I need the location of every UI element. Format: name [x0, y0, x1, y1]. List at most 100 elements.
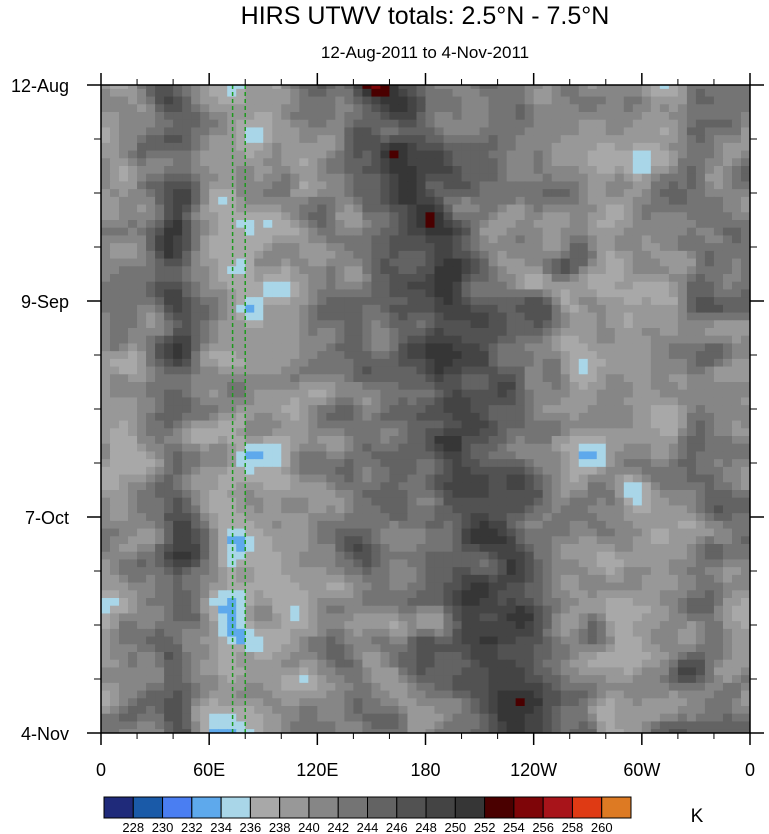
- field-cell: [668, 567, 679, 576]
- field-cell: [731, 436, 742, 445]
- field-cell: [650, 497, 661, 507]
- field-cell: [488, 220, 499, 229]
- field-cell: [146, 358, 156, 368]
- field-cell: [110, 497, 120, 507]
- field-cell: [326, 88, 336, 98]
- field-cell: [101, 536, 111, 545]
- field-cell: [569, 567, 580, 576]
- field-cell: [137, 135, 147, 144]
- field-cell: [623, 343, 634, 352]
- field-cell: [290, 343, 300, 352]
- field-cell: [344, 85, 354, 90]
- field-cell: [164, 412, 174, 422]
- field-cell: [362, 582, 373, 591]
- field-cell: [533, 605, 544, 615]
- field-cell: [524, 96, 535, 105]
- field-cell: [713, 374, 724, 383]
- field-cell: [209, 173, 219, 183]
- field-cell: [254, 173, 264, 183]
- field-cell: [479, 250, 490, 260]
- field-cell: [191, 297, 201, 306]
- field-cell: [164, 451, 174, 460]
- field-cell: [434, 335, 445, 345]
- field-cell: [362, 289, 373, 298]
- field-cell: [605, 281, 616, 291]
- field-cell: [740, 281, 750, 291]
- field-cell: [704, 235, 715, 244]
- field-cell: [353, 490, 363, 499]
- field-cell: [218, 505, 228, 514]
- field-cell: [209, 412, 219, 422]
- field-cell: [425, 328, 436, 337]
- field-cell: [506, 343, 517, 352]
- field-cell: [713, 266, 724, 275]
- field-cell: [524, 598, 535, 607]
- field-cell: [416, 397, 427, 406]
- field-cell: [605, 451, 616, 460]
- field-cell: [605, 189, 616, 198]
- field-cell: [551, 405, 562, 414]
- field-cell: [110, 520, 120, 530]
- field-cell: [182, 274, 192, 283]
- field-cell: [308, 212, 318, 221]
- field-cell: [416, 181, 427, 190]
- field-cell: [695, 335, 706, 345]
- field-cell: [317, 574, 327, 584]
- field-cell: [551, 227, 562, 237]
- field-cell: [344, 297, 354, 306]
- field-cell: [686, 243, 697, 252]
- field-cell: [560, 544, 571, 553]
- field-cell: [164, 320, 174, 329]
- field-cell: [650, 582, 661, 591]
- field-cell: [677, 351, 688, 360]
- field-cell: [155, 166, 165, 175]
- field-cell: [164, 189, 174, 198]
- field-cell: [650, 135, 661, 144]
- field-cell: [155, 598, 165, 607]
- field-cell: [380, 281, 391, 291]
- field-cell: [695, 173, 706, 183]
- field-cell: [263, 166, 273, 175]
- field-cell: [290, 127, 300, 136]
- field-cell: [632, 520, 643, 530]
- field-cell: [317, 281, 327, 291]
- field-cell: [416, 274, 427, 283]
- field-cell: [650, 320, 661, 329]
- field-cell: [209, 227, 219, 237]
- field-cell: [497, 166, 508, 175]
- field-cell: [623, 497, 634, 507]
- field-cell: [425, 142, 436, 152]
- field-cell: [587, 266, 598, 275]
- field-cell: [290, 528, 300, 537]
- field-cell: [605, 220, 616, 229]
- field-cell: [641, 328, 652, 337]
- field-cell: [263, 528, 273, 537]
- field-cell: [164, 227, 174, 237]
- field-cell: [551, 127, 562, 136]
- field-cell: [479, 196, 490, 206]
- field-cell: [317, 220, 327, 229]
- field-cell: [155, 366, 165, 375]
- field-cell: [344, 528, 354, 537]
- field-cell: [461, 497, 472, 507]
- field-cell: [407, 497, 418, 507]
- field-cell: [434, 297, 445, 306]
- field-cell: [398, 520, 409, 530]
- field-cell: [542, 559, 553, 568]
- field-cell: [578, 420, 589, 429]
- field-cell: [677, 250, 688, 260]
- field-cell: [713, 358, 724, 368]
- field-cell: [317, 343, 327, 352]
- field-cell: [155, 536, 165, 545]
- field-cell: [398, 559, 409, 568]
- field-cell: [110, 598, 120, 607]
- field-cell: [641, 243, 652, 252]
- field-cell: [119, 528, 129, 537]
- field-cell: [479, 497, 490, 507]
- field-cell: [731, 335, 742, 345]
- field-cell: [101, 405, 111, 414]
- field-cell: [488, 451, 499, 460]
- field-cell: [200, 490, 210, 499]
- field-cell: [236, 274, 246, 283]
- field-cell: [470, 289, 481, 298]
